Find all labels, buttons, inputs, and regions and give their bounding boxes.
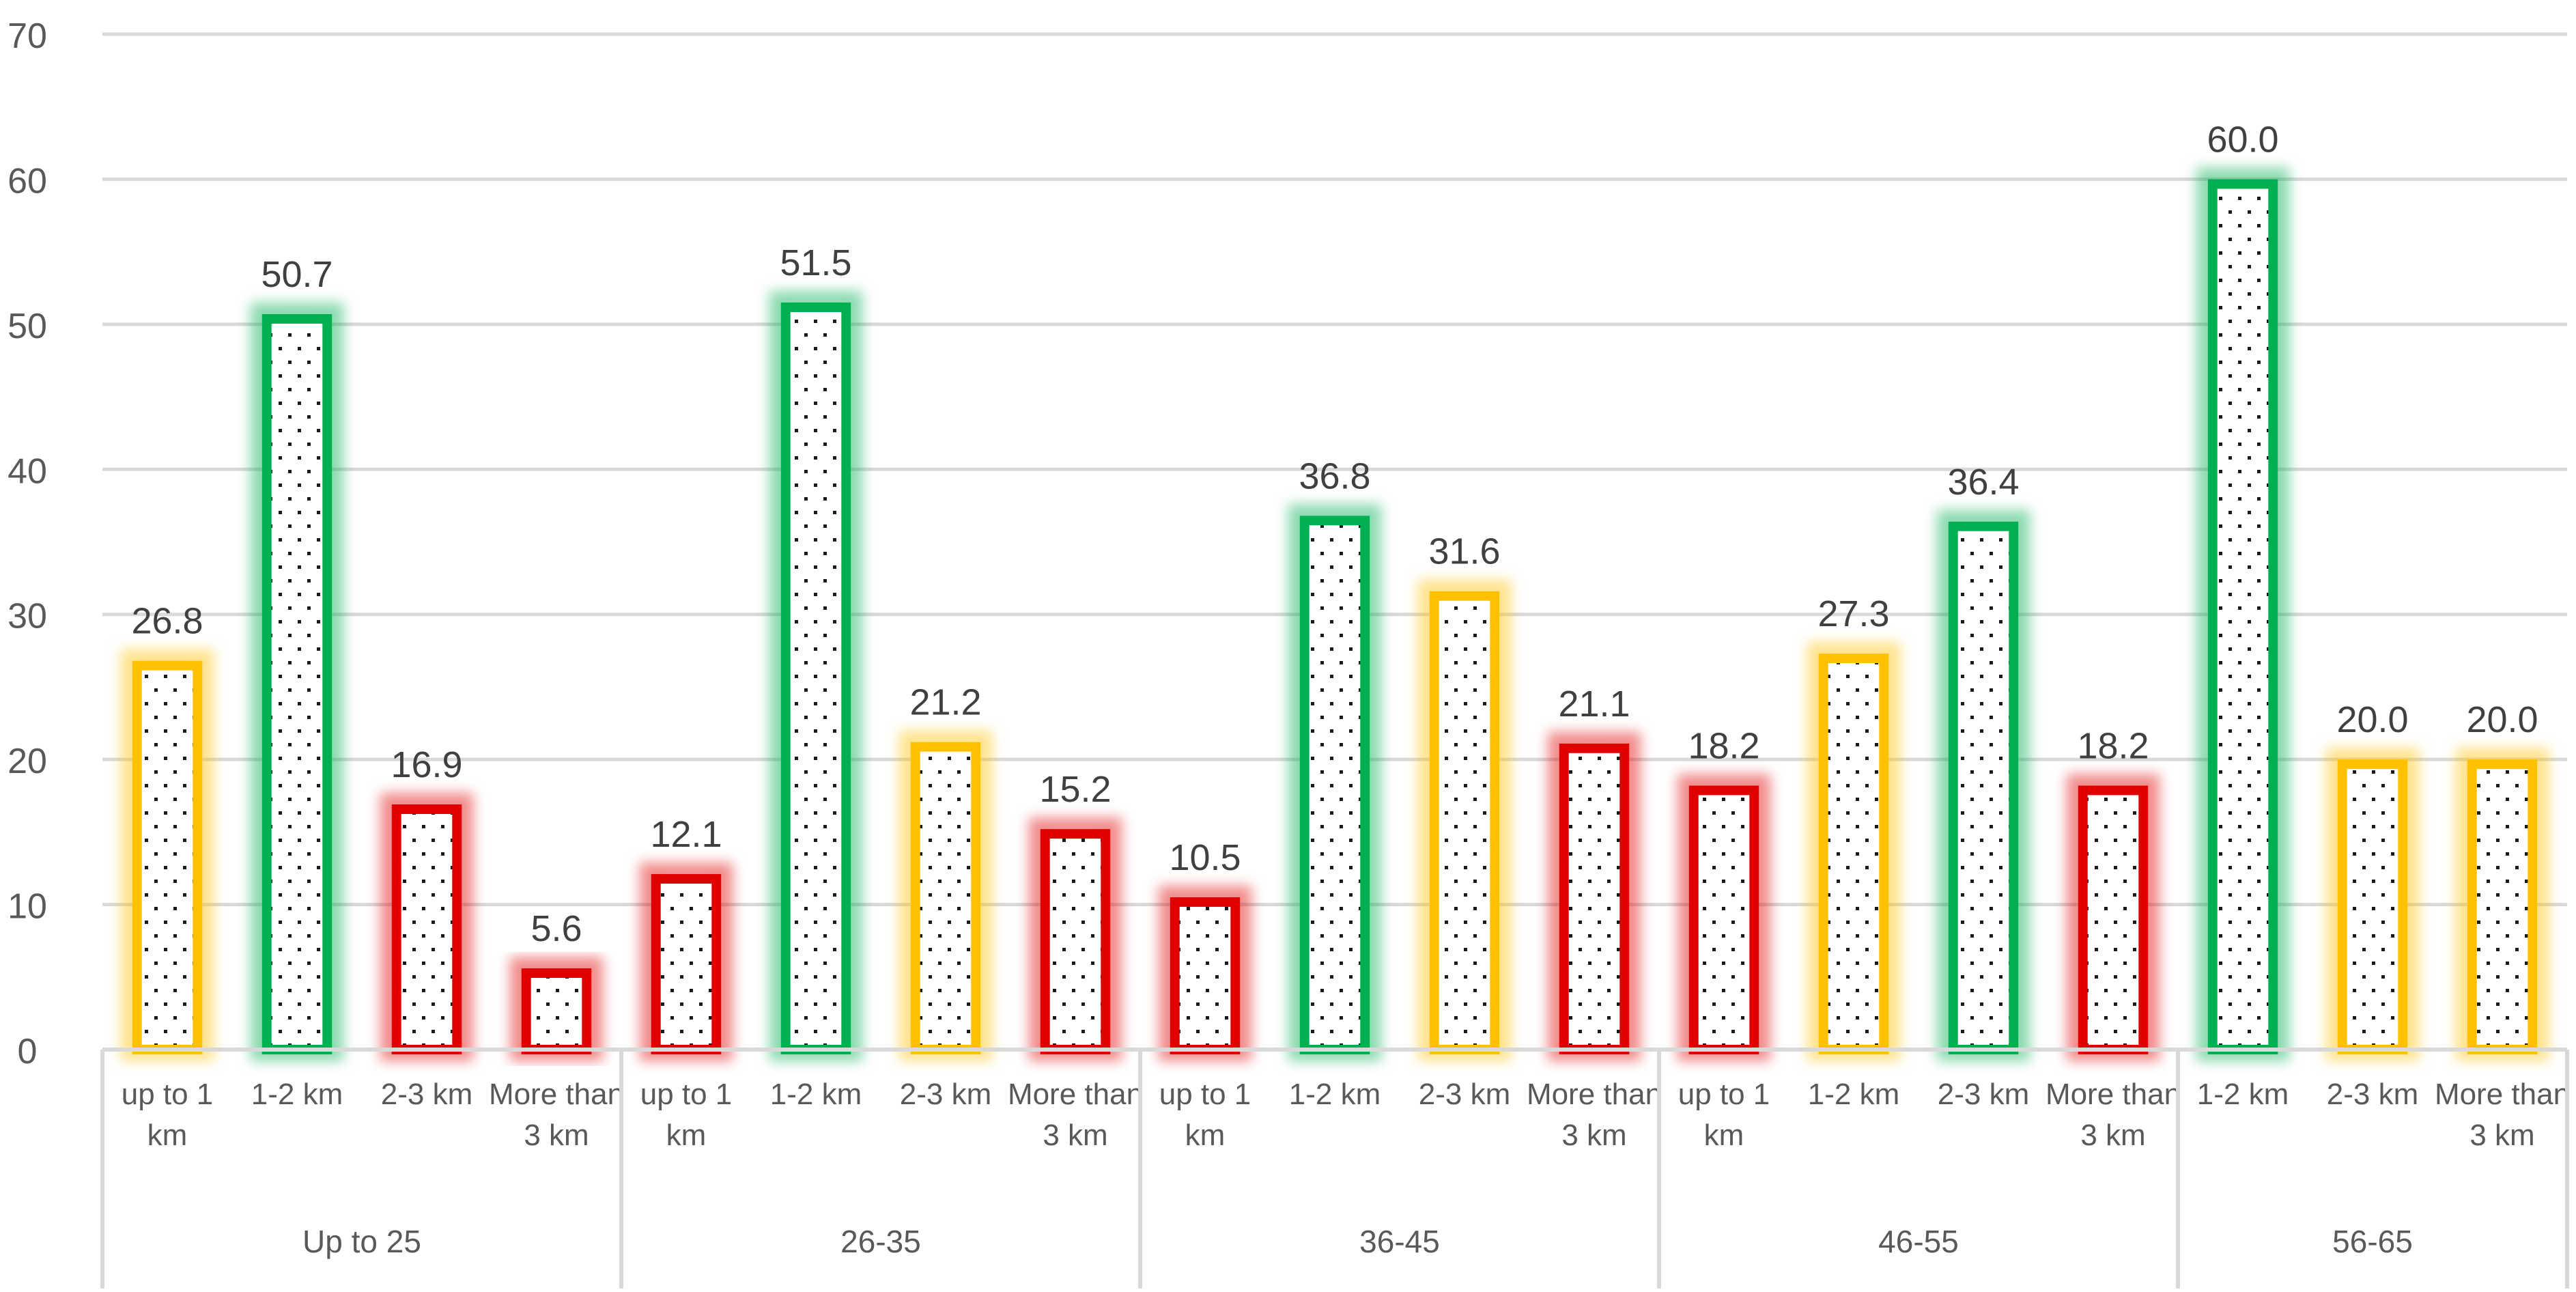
data-label: 50.7 <box>261 254 332 295</box>
bar-pattern <box>1045 834 1106 1045</box>
category-label: up to 1 km <box>640 1078 733 1152</box>
bar-pattern <box>266 318 328 1045</box>
data-label: 36.4 <box>1947 462 2019 503</box>
x-axis: up to 1 km 1-2 km 2-3 km More than 3 km Up to … <box>100 1048 2570 1289</box>
bar-pattern <box>1563 748 1625 1045</box>
bar-pattern <box>2082 790 2144 1045</box>
data-label: 21.2 <box>909 682 981 723</box>
category-label: 2-3 km <box>900 1078 991 1111</box>
bar-pattern <box>526 973 587 1045</box>
category-label: More than 3 km <box>489 1078 624 1152</box>
data-label: 5.6 <box>530 908 582 949</box>
bar-pattern <box>2342 764 2403 1045</box>
data-label: 20.0 <box>2466 699 2538 740</box>
category-label: 1-2 km <box>2197 1078 2289 1111</box>
group-label: 56-65 <box>2332 1224 2413 1259</box>
category-label: More than 3 km <box>1527 1078 1662 1152</box>
data-label: 60.0 <box>2207 119 2278 160</box>
data-label: 12.1 <box>650 814 722 855</box>
category-label: 1-2 km <box>1808 1078 1899 1111</box>
bar-pattern <box>785 307 847 1045</box>
bar-pattern <box>1953 526 2014 1045</box>
category-label: 2-3 km <box>381 1078 472 1111</box>
bar-pattern <box>137 665 198 1045</box>
bar-pattern <box>915 746 976 1045</box>
category-label: up to 1 km <box>1678 1078 1770 1152</box>
group-label: 36-45 <box>1359 1224 1440 1259</box>
y-tick-label: 70 <box>8 16 47 56</box>
bar-pattern <box>1304 520 1365 1045</box>
bar-pattern <box>655 878 717 1045</box>
data-label: 26.8 <box>131 601 203 642</box>
category-label: 2-3 km <box>1938 1078 2029 1111</box>
data-label: 31.6 <box>1428 531 1500 572</box>
bar-pattern <box>1174 901 1236 1045</box>
bar-pattern <box>2472 764 2533 1045</box>
category-label: up to 1 km <box>122 1078 214 1152</box>
category-label: More than 3 km <box>2435 1078 2570 1152</box>
y-axis: 0 10 20 30 40 50 60 70 <box>8 16 47 1071</box>
category-label: 2-3 km <box>2327 1078 2418 1111</box>
group-label: 46-55 <box>1878 1224 1959 1259</box>
category-label: 1-2 km <box>1289 1078 1381 1111</box>
y-tick-label: 10 <box>8 887 47 927</box>
data-label: 18.2 <box>2077 725 2149 766</box>
bar-pattern <box>1823 658 1884 1045</box>
y-tick-label: 40 <box>8 451 47 491</box>
bar-pattern <box>1693 790 1755 1045</box>
bar-pattern <box>2212 184 2274 1045</box>
bar-pattern <box>396 809 457 1045</box>
data-label: 15.2 <box>1039 769 1111 810</box>
category-label: More than 3 km <box>1008 1078 1143 1152</box>
group-label: Up to 25 <box>302 1224 421 1259</box>
data-label: 27.3 <box>1817 593 1889 634</box>
data-label: 10.5 <box>1169 837 1241 878</box>
data-label: 16.9 <box>391 744 462 785</box>
y-tick-label: 0 <box>18 1032 38 1071</box>
y-tick-label: 50 <box>8 307 47 346</box>
bars: 26.8 50.7 16.9 5.6 12.1 51.5 21.2 15.2 10.5 36.8 3… <box>120 119 2549 1062</box>
category-label: 1-2 km <box>770 1078 862 1111</box>
category-label: More than 3 km <box>2046 1078 2181 1152</box>
data-label: 18.2 <box>1688 725 1759 766</box>
category-label: up to 1 km <box>1159 1078 1251 1152</box>
y-tick-label: 60 <box>8 161 47 201</box>
data-label: 51.5 <box>780 242 851 283</box>
y-tick-label: 30 <box>8 597 47 636</box>
y-tick-label: 20 <box>8 742 47 781</box>
data-label: 36.8 <box>1299 455 1370 496</box>
category-label: 1-2 km <box>251 1078 343 1111</box>
data-label: 20.0 <box>2336 699 2408 740</box>
group-label: 26-35 <box>840 1224 921 1259</box>
category-label: 2-3 km <box>1419 1078 1510 1111</box>
data-label: 21.1 <box>1558 684 1630 725</box>
bar-pattern <box>1434 595 1495 1045</box>
